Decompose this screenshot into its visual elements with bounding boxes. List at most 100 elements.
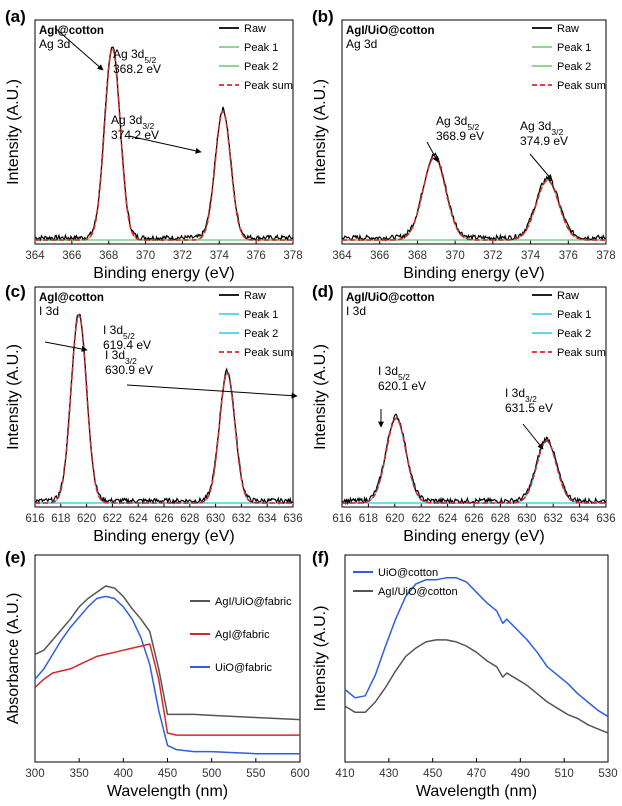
x-tick-label: 628 [491, 513, 510, 525]
x-tick-label: 372 [483, 250, 502, 262]
legend-label: Peak 2 [557, 328, 591, 340]
series-line [34, 585, 301, 721]
x-axis-label: Binding energy (eV) [93, 528, 234, 545]
x-tick-label: 370 [136, 250, 155, 262]
x-tick-label: 374 [521, 250, 541, 262]
region-label: Ag 3d [39, 37, 70, 51]
peak-label: Ag 3d5/2 [436, 114, 479, 132]
legend-label: Peak 1 [557, 309, 591, 321]
peak-label-main: Ag 3d [111, 113, 142, 127]
legend-label: Peak 2 [557, 61, 591, 73]
y-axis-label: Absorbance (A.U.) [5, 593, 22, 725]
legend-label: AgI/UiO@cotton [378, 586, 458, 598]
legend-label: Raw [557, 23, 579, 35]
peak-energy-label: 631.5 eV [505, 401, 553, 415]
peak-label-main: I 3d [505, 386, 525, 400]
raw-line [341, 413, 607, 506]
x-tick-label: 622 [412, 513, 431, 525]
x-tick-label: 370 [446, 250, 465, 262]
x-tick-label: 300 [25, 768, 44, 780]
panel-label: (d) [312, 282, 334, 301]
x-tick-label: 350 [70, 768, 89, 780]
legend-label: AgI@fabric [215, 629, 270, 641]
x-tick-label: 600 [290, 768, 309, 780]
peak1-line [342, 417, 606, 504]
plot-frame [34, 19, 294, 245]
panel-label: (b) [312, 7, 334, 26]
x-tick-label: 364 [332, 250, 352, 262]
sample-label: AgI/UiO@cotton [346, 25, 435, 37]
x-tick-label: 636 [596, 513, 615, 525]
peak-arrow [128, 135, 202, 154]
peak-energy-label: 630.9 eV [105, 363, 153, 377]
sample-label: AgI@cotton [39, 292, 104, 304]
peak-label-subscript: 5/2 [123, 331, 135, 341]
peak-label: I 3d3/2 [505, 386, 537, 404]
panel-label: (e) [5, 548, 26, 567]
y-axis-label: Intensity (A.U.) [5, 79, 22, 185]
y-axis-label: Intensity (A.U.) [312, 79, 329, 185]
x-tick-label: 624 [129, 513, 149, 525]
peak-sum-line [35, 314, 293, 504]
panel-b: (b) 364 366 368 370 372 374 376 378 Binding energ… [312, 7, 616, 282]
peak-energy-label: 619.4 eV [103, 338, 151, 352]
x-tick-label: 470 [467, 768, 486, 780]
legend-label: Peak 1 [244, 309, 278, 321]
peak-label-subscript: 5/2 [144, 55, 156, 65]
peak-arrow [529, 153, 553, 181]
legend-label: Raw [557, 290, 579, 302]
x-tick-label: 366 [370, 250, 389, 262]
peak-label-subscript: 3/2 [142, 121, 154, 131]
panel-label: (c) [5, 282, 26, 301]
x-axis-label: Binding energy (eV) [403, 528, 544, 545]
x-tick-label: 376 [559, 250, 578, 262]
x-tick-label: 616 [332, 513, 351, 525]
legend-label: Raw [244, 290, 266, 302]
peak-label: Ag 3d3/2 [111, 113, 154, 131]
peak-label: I 3d5/2 [378, 364, 410, 382]
peak-label-main: Ag 3d [436, 114, 467, 128]
legend-label: Peak 2 [244, 61, 278, 73]
panel-label: (f) [312, 548, 329, 567]
x-tick-label: 550 [246, 768, 265, 780]
series-line [34, 595, 300, 755]
peak-label-subscript: 3/2 [525, 394, 537, 404]
region-label: Ag 3d [346, 37, 377, 51]
plot-frame [341, 19, 607, 245]
x-tick-label: 368 [408, 250, 427, 262]
peak-label-main: I 3d [103, 323, 123, 337]
peak-label-subscript: 3/2 [125, 356, 137, 366]
peak-label: I 3d5/2 [103, 323, 135, 341]
region-label: I 3d [346, 304, 366, 318]
legend-label: Peak sum [557, 80, 606, 92]
legend-label: UiO@fabric [215, 662, 273, 674]
peak-energy-label: 374.9 eV [520, 134, 568, 148]
peak-label-subscript: 5/2 [467, 122, 479, 132]
raw-line [34, 46, 294, 243]
x-tick-label: 632 [232, 513, 251, 525]
peak-sum-line [35, 46, 293, 241]
x-tick-label: 618 [359, 513, 378, 525]
peak-arrow [54, 27, 104, 71]
x-tick-label: 376 [247, 250, 266, 262]
panel-c: (c) 616 618 620 622 624 626 628 630 632 634 636 Bind… [5, 282, 303, 545]
x-tick-label: 378 [596, 250, 615, 262]
legend-label: Peak 1 [557, 42, 591, 54]
legend-label: Peak 2 [244, 328, 278, 340]
legend-label: Peak 1 [244, 42, 278, 54]
peak-sum-line [342, 156, 606, 241]
peak-arrow [126, 384, 298, 399]
panel-e: (e) 300 350 400 450 500 550 600 Wavelength (nm) A… [5, 548, 310, 800]
legend-label: AgI/UiO@fabric [215, 596, 292, 608]
x-tick-label: 622 [103, 513, 122, 525]
peak-energy-label: 620.1 eV [378, 379, 426, 393]
peak-energy-label: 374.2 eV [111, 128, 159, 142]
peak2-line [35, 110, 293, 241]
peak-label-main: Ag 3d [520, 119, 551, 133]
x-tick-label: 378 [283, 250, 302, 262]
x-tick-label: 630 [206, 513, 225, 525]
x-tick-label: 410 [335, 768, 354, 780]
peak-label: Ag 3d3/2 [520, 119, 563, 137]
peak-label-main: I 3d [378, 364, 398, 378]
